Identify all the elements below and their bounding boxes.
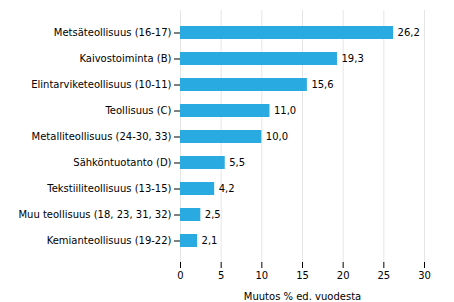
svg-text:20: 20 bbox=[337, 270, 350, 281]
svg-text:Muu teollisuus (18, 23, 31, 32: Muu teollisuus (18, 23, 31, 32) bbox=[18, 209, 171, 220]
svg-text:2,1: 2,1 bbox=[202, 235, 218, 246]
svg-text:10,0: 10,0 bbox=[266, 131, 288, 142]
svg-text:Metsäteollisuus (16-17): Metsäteollisuus (16-17) bbox=[54, 27, 172, 38]
svg-text:2,5: 2,5 bbox=[205, 209, 221, 220]
svg-text:30: 30 bbox=[418, 270, 431, 281]
svg-text:15,6: 15,6 bbox=[311, 79, 333, 90]
svg-text:Kaivostoiminta (B): Kaivostoiminta (B) bbox=[79, 53, 171, 64]
svg-text:10: 10 bbox=[255, 270, 268, 281]
svg-text:15: 15 bbox=[296, 270, 309, 281]
svg-text:5,5: 5,5 bbox=[229, 157, 245, 168]
svg-text:Kemianteollisuus (19-22): Kemianteollisuus (19-22) bbox=[47, 235, 172, 246]
svg-text:5: 5 bbox=[218, 270, 224, 281]
svg-text:Sähköntuotanto (D): Sähköntuotanto (D) bbox=[73, 157, 171, 168]
svg-text:Elintarviketeollisuus (10-11): Elintarviketeollisuus (10-11) bbox=[31, 79, 171, 90]
svg-text:0: 0 bbox=[177, 270, 183, 281]
svg-text:Muutos % ed. vuodesta: Muutos % ed. vuodesta bbox=[244, 291, 361, 302]
svg-text:26,2: 26,2 bbox=[398, 27, 420, 38]
svg-text:25: 25 bbox=[377, 270, 390, 281]
svg-text:11,0: 11,0 bbox=[274, 105, 296, 116]
svg-text:Tekstiiliteollisuus (13-15): Tekstiiliteollisuus (13-15) bbox=[46, 183, 171, 194]
svg-text:Teollisuus (C): Teollisuus (C) bbox=[104, 105, 171, 116]
svg-text:Metalliteollisuus (24-30, 33): Metalliteollisuus (24-30, 33) bbox=[32, 131, 172, 142]
svg-text:19,3: 19,3 bbox=[341, 53, 363, 64]
svg-text:4,2: 4,2 bbox=[219, 183, 235, 194]
